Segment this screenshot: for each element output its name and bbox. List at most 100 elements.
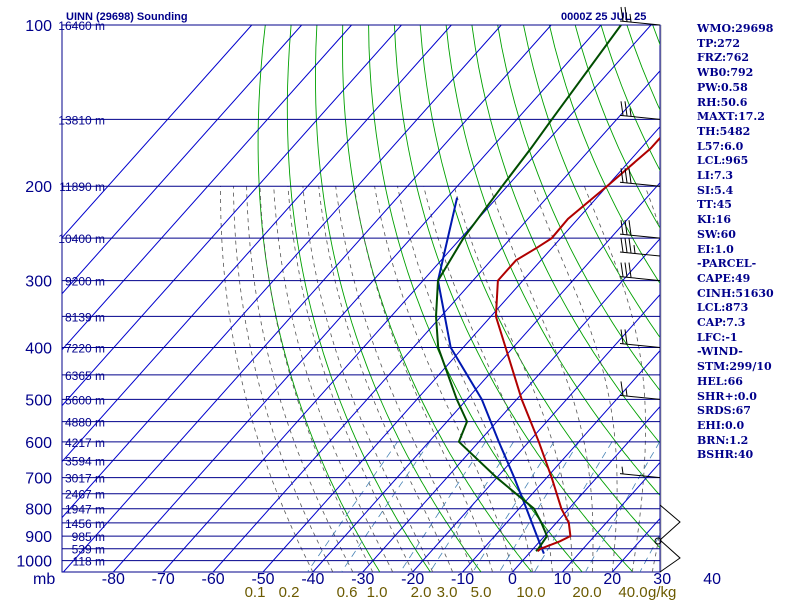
height-label: 4880 m [65,416,105,430]
mixing-ratio-tick-label: 20.0 [572,584,601,600]
mixing-ratio-line [472,441,555,572]
index-item: BRN:1.2 [697,433,749,447]
mixing-ratio-tick-label: 2.0 [411,584,432,600]
moist-adiabat-line [453,186,573,572]
wind-profile [619,6,681,573]
moist-adiabat-line [584,186,646,572]
isotherm-line [462,349,660,572]
pressure-tick-label: 100 [25,18,52,35]
index-item: FRZ:762 [697,51,750,65]
temperature-tick-label: 0 [508,571,517,588]
index-item: EHI:0.0 [697,418,745,432]
mixing-ratio-tick-label: 40.0 [618,584,647,600]
moist-adiabat-line [273,186,394,572]
index-item: SRDS:67 [697,404,751,418]
sounding-profiles [434,25,660,554]
time-label: 0000Z 25 JUL 25 [561,11,646,23]
mixing-ratio-tick-label: 1.0 [367,584,388,600]
height-label: 3017 m [65,472,105,486]
height-label: 8139 m [65,310,105,324]
index-item: RH:50.6 [697,95,748,109]
index-item: TT:45 [697,198,732,212]
mixing-ratio-line [499,441,580,572]
isotherm-line [512,405,660,572]
height-label: 7220 m [65,341,105,355]
mixing-ratio-tick-label: 0.1 [245,584,266,600]
wind-barb [619,466,661,479]
moist-adiabat-line [397,186,533,572]
height-label: 1456 m [65,517,105,531]
parcel-trace-line [436,197,545,554]
height-label: 985 m [72,530,105,544]
wind-barb [619,237,661,257]
mixing-ratio-line [534,441,613,572]
moist-adiabat-line [353,186,493,572]
height-label: 13810 m [58,113,105,127]
temperature-tick-label: -60 [202,571,225,588]
isotherm-line [162,25,652,572]
height-label: 2467 m [65,488,105,502]
mixing-ratio-line [585,441,660,572]
wind-barb [619,101,661,120]
pressure-tick-label: 600 [25,435,52,452]
chart-title: UINN (29698) Sounding [66,11,188,23]
temperature-tick-label: -70 [152,571,175,588]
temperature-line [494,136,660,552]
height-label: 3594 m [65,454,105,468]
temperature-tick-label: -10 [451,571,474,588]
moist-adiabat-line [287,186,414,572]
index-item: BSHR:40 [697,448,754,462]
index-item: TH:5482 [697,124,751,138]
isotherm-line [562,461,660,572]
temperature-tick-label: -20 [401,571,424,588]
isotherm-line [112,25,602,572]
temperature-tick-label: 10 [554,571,572,588]
isotherm-line [312,181,660,572]
isotherm-line [262,126,660,572]
height-label: 10400 m [58,232,105,246]
isotherm-line [62,25,303,295]
pressure-tick-label: 300 [25,274,52,291]
index-item: KI:16 [697,213,732,227]
index-item: LI:7.3 [697,169,734,183]
mixing-ratio-tick-label: 5.0 [471,584,492,600]
isotherm-line [412,293,660,572]
isotherm-line [212,70,660,572]
wind-barb [619,168,661,187]
index-item: EI:1.0 [697,242,734,256]
temperature-tick-label: 30 [653,571,671,588]
mixing-ratio-line [429,441,514,572]
wind-barb [619,262,661,282]
isotherm-line [62,25,402,407]
height-label: 539 m [72,543,105,557]
height-label: 5600 m [65,393,105,407]
index-item: -PARCEL- [697,257,757,271]
index-item: SHR+:0.0 [697,389,757,403]
index-item: PW:0.58 [697,80,748,94]
pressure-unit-label: mb [33,571,55,588]
pressure-tick-label: 900 [25,529,52,546]
index-item: WB0:792 [697,66,754,80]
mixing-ratio-tick-label: 10.0 [516,584,545,600]
dry-adiabat-line [497,25,660,392]
index-item: HEL:66 [697,374,743,388]
dewpoint-line [434,25,622,552]
index-item: CAP:7.3 [697,316,746,330]
moist-adiabat-line [532,186,618,572]
index-item: -WIND- [697,345,743,359]
storm-motion-marker [659,504,681,573]
dry-adiabat-line [393,25,634,572]
moist-adiabat-line [220,186,314,572]
mixing-ratio-line [399,441,486,572]
dry-adiabat-line [445,25,660,497]
index-item: L57:6.0 [697,139,744,153]
height-label: 9200 m [65,275,105,289]
index-item: TP:272 [697,36,741,50]
temperature-tick-label: -80 [102,571,125,588]
index-item: CAPE:49 [697,271,751,285]
isotherm-line [62,25,452,463]
mixing-ratio-tick-label: 0.6 [337,584,358,600]
index-item: LCL:965 [697,154,749,168]
pressure-tick-label: 400 [25,340,52,357]
